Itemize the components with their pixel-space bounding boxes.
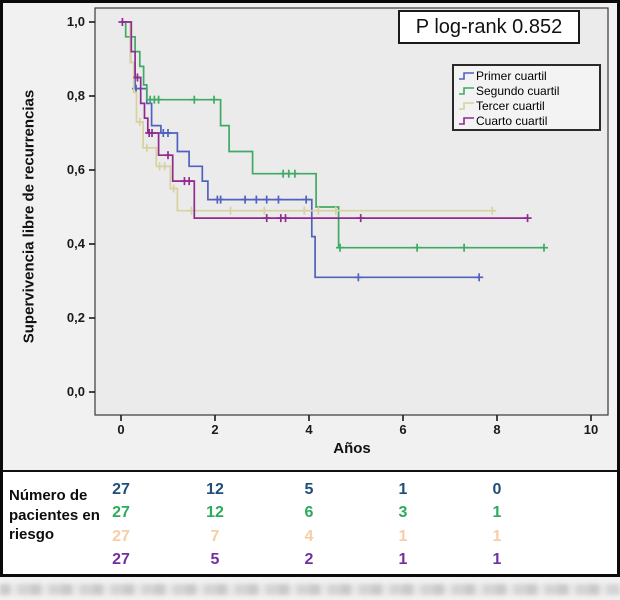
legend-swatch-icon bbox=[459, 87, 474, 95]
x-tick-label: 0 bbox=[117, 422, 124, 437]
legend-swatch-icon bbox=[459, 72, 474, 80]
risk-count: 2 bbox=[304, 551, 314, 568]
x-tick-label: 4 bbox=[305, 422, 313, 437]
risk-count: 5 bbox=[210, 551, 220, 568]
legend-swatch-icon bbox=[459, 102, 474, 110]
km-curve bbox=[121, 21, 480, 279]
risk-count: 3 bbox=[398, 504, 408, 521]
y-tick-label: 0,0 bbox=[67, 384, 85, 399]
risk-count: 12 bbox=[206, 481, 224, 498]
risk-count: 1 bbox=[492, 528, 502, 545]
risk-count: 4 bbox=[304, 528, 314, 545]
risk-count: 1 bbox=[398, 481, 408, 498]
risk-count: 1 bbox=[492, 504, 502, 521]
risk-count: 5 bbox=[304, 481, 314, 498]
legend-label: Cuarto cuartil bbox=[476, 113, 548, 128]
risk-count: 27 bbox=[112, 504, 130, 521]
y-tick-label: 1,0 bbox=[67, 14, 85, 29]
x-tick-label: 2 bbox=[211, 422, 218, 437]
risk-count: 0 bbox=[492, 481, 502, 498]
risk-count: 7 bbox=[210, 528, 220, 545]
x-axis-title: Años bbox=[333, 440, 371, 457]
y-tick-label: 0,2 bbox=[67, 310, 85, 325]
y-axis-title: Supervivencia libre de recurrencias bbox=[20, 89, 38, 344]
x-tick-label: 6 bbox=[399, 422, 406, 437]
risk-table-label: Número de pacientes en riesgo bbox=[9, 487, 100, 543]
legend-label: Tercer cuartil bbox=[476, 98, 545, 113]
risk-count: 1 bbox=[398, 551, 408, 568]
legend-label: Primer cuartil bbox=[476, 68, 547, 83]
legend-item: Cuarto cuartil bbox=[458, 113, 599, 128]
risk-count: 27 bbox=[112, 528, 130, 545]
y-tick-label: 0,6 bbox=[67, 162, 85, 177]
p-value-text: P log-rank 0.852 bbox=[415, 16, 563, 38]
x-tick-label: 8 bbox=[493, 422, 500, 437]
risk-count: 27 bbox=[112, 551, 130, 568]
legend-label: Segundo cuartil bbox=[476, 83, 560, 98]
y-tick-label: 0,4 bbox=[67, 236, 86, 251]
y-tick-label: 0,8 bbox=[67, 88, 85, 103]
legend-swatch-icon bbox=[459, 117, 474, 125]
legend-item: Segundo cuartil bbox=[458, 83, 599, 98]
cropped-footer-artifact bbox=[0, 577, 620, 600]
legend-item: Tercer cuartil bbox=[458, 98, 599, 113]
risk-count: 1 bbox=[398, 528, 408, 545]
risk-count: 12 bbox=[206, 504, 224, 521]
risk-count: 6 bbox=[304, 504, 314, 521]
risk-count: 1 bbox=[492, 551, 502, 568]
risk-count: 27 bbox=[112, 481, 130, 498]
p-value-box: P log-rank 0.852 bbox=[398, 10, 580, 44]
legend-item: Primer cuartil bbox=[458, 68, 599, 83]
x-tick-label: 10 bbox=[584, 422, 598, 437]
km-curve bbox=[121, 21, 544, 249]
km-curve bbox=[121, 21, 528, 219]
risk-table: Número de pacientes en riesgo 27 12 5 1 0 27 1… bbox=[3, 470, 617, 574]
legend: Primer cuartil Segundo cuartil Tercer cuar… bbox=[452, 64, 601, 131]
